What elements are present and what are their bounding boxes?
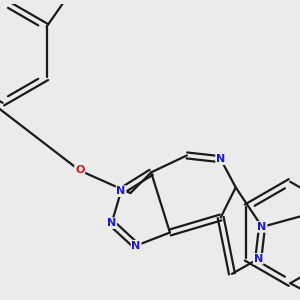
Text: N: N xyxy=(254,254,263,264)
Text: N: N xyxy=(116,186,126,196)
Text: N: N xyxy=(257,222,267,232)
Text: N: N xyxy=(131,241,141,251)
Text: N: N xyxy=(107,218,116,228)
Text: N: N xyxy=(216,154,225,164)
Text: O: O xyxy=(75,166,84,176)
